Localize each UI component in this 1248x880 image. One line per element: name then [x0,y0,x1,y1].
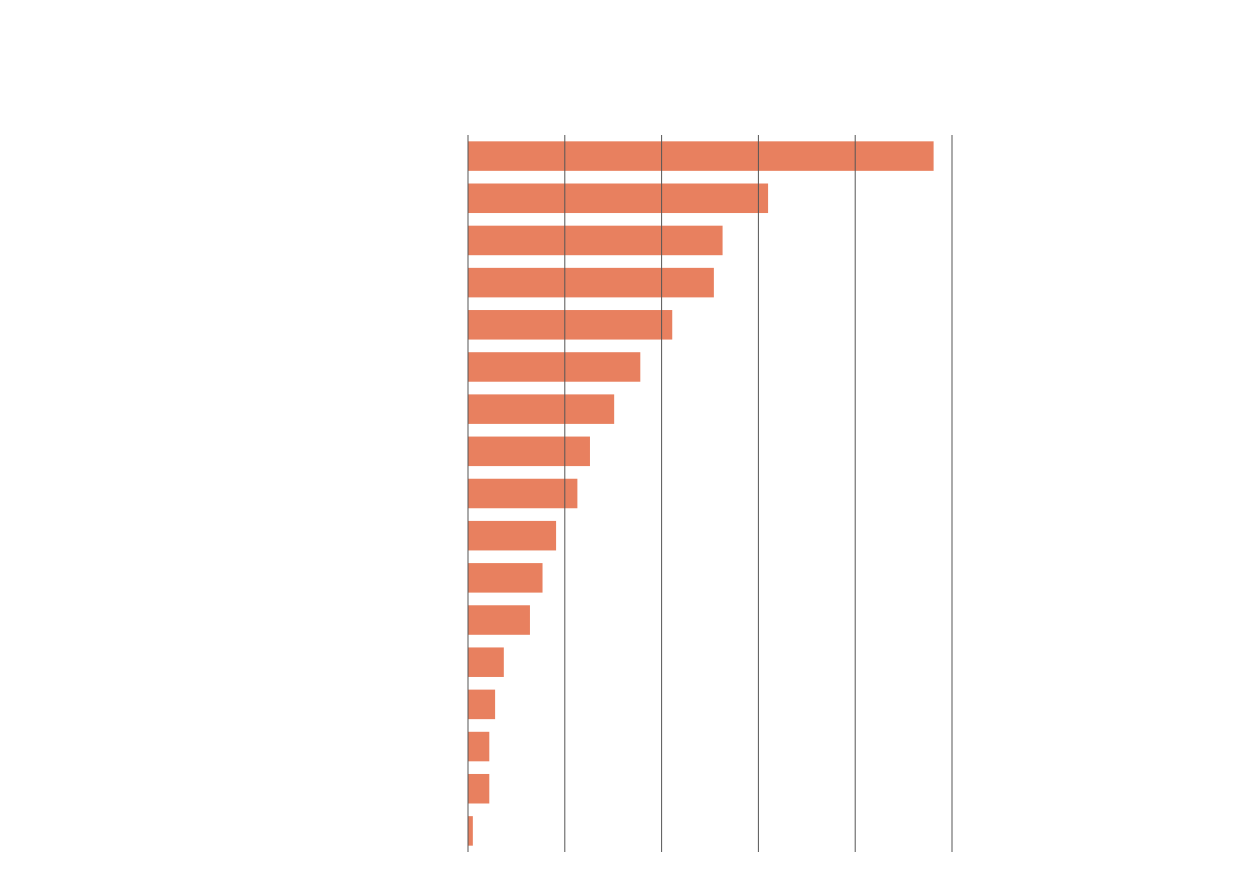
bar [468,225,723,256]
bar [468,183,769,214]
bar [468,141,934,171]
bar [468,605,530,635]
bar [468,731,490,762]
bar [468,689,496,720]
bar [468,267,714,298]
bar [468,478,578,509]
bar [468,520,557,551]
bar [468,773,490,804]
bar [468,394,615,424]
bar [468,310,673,340]
bar [468,647,504,677]
bar [468,436,590,467]
bars [468,141,934,846]
bar [468,816,473,846]
bar [468,563,543,593]
bar [468,352,641,382]
